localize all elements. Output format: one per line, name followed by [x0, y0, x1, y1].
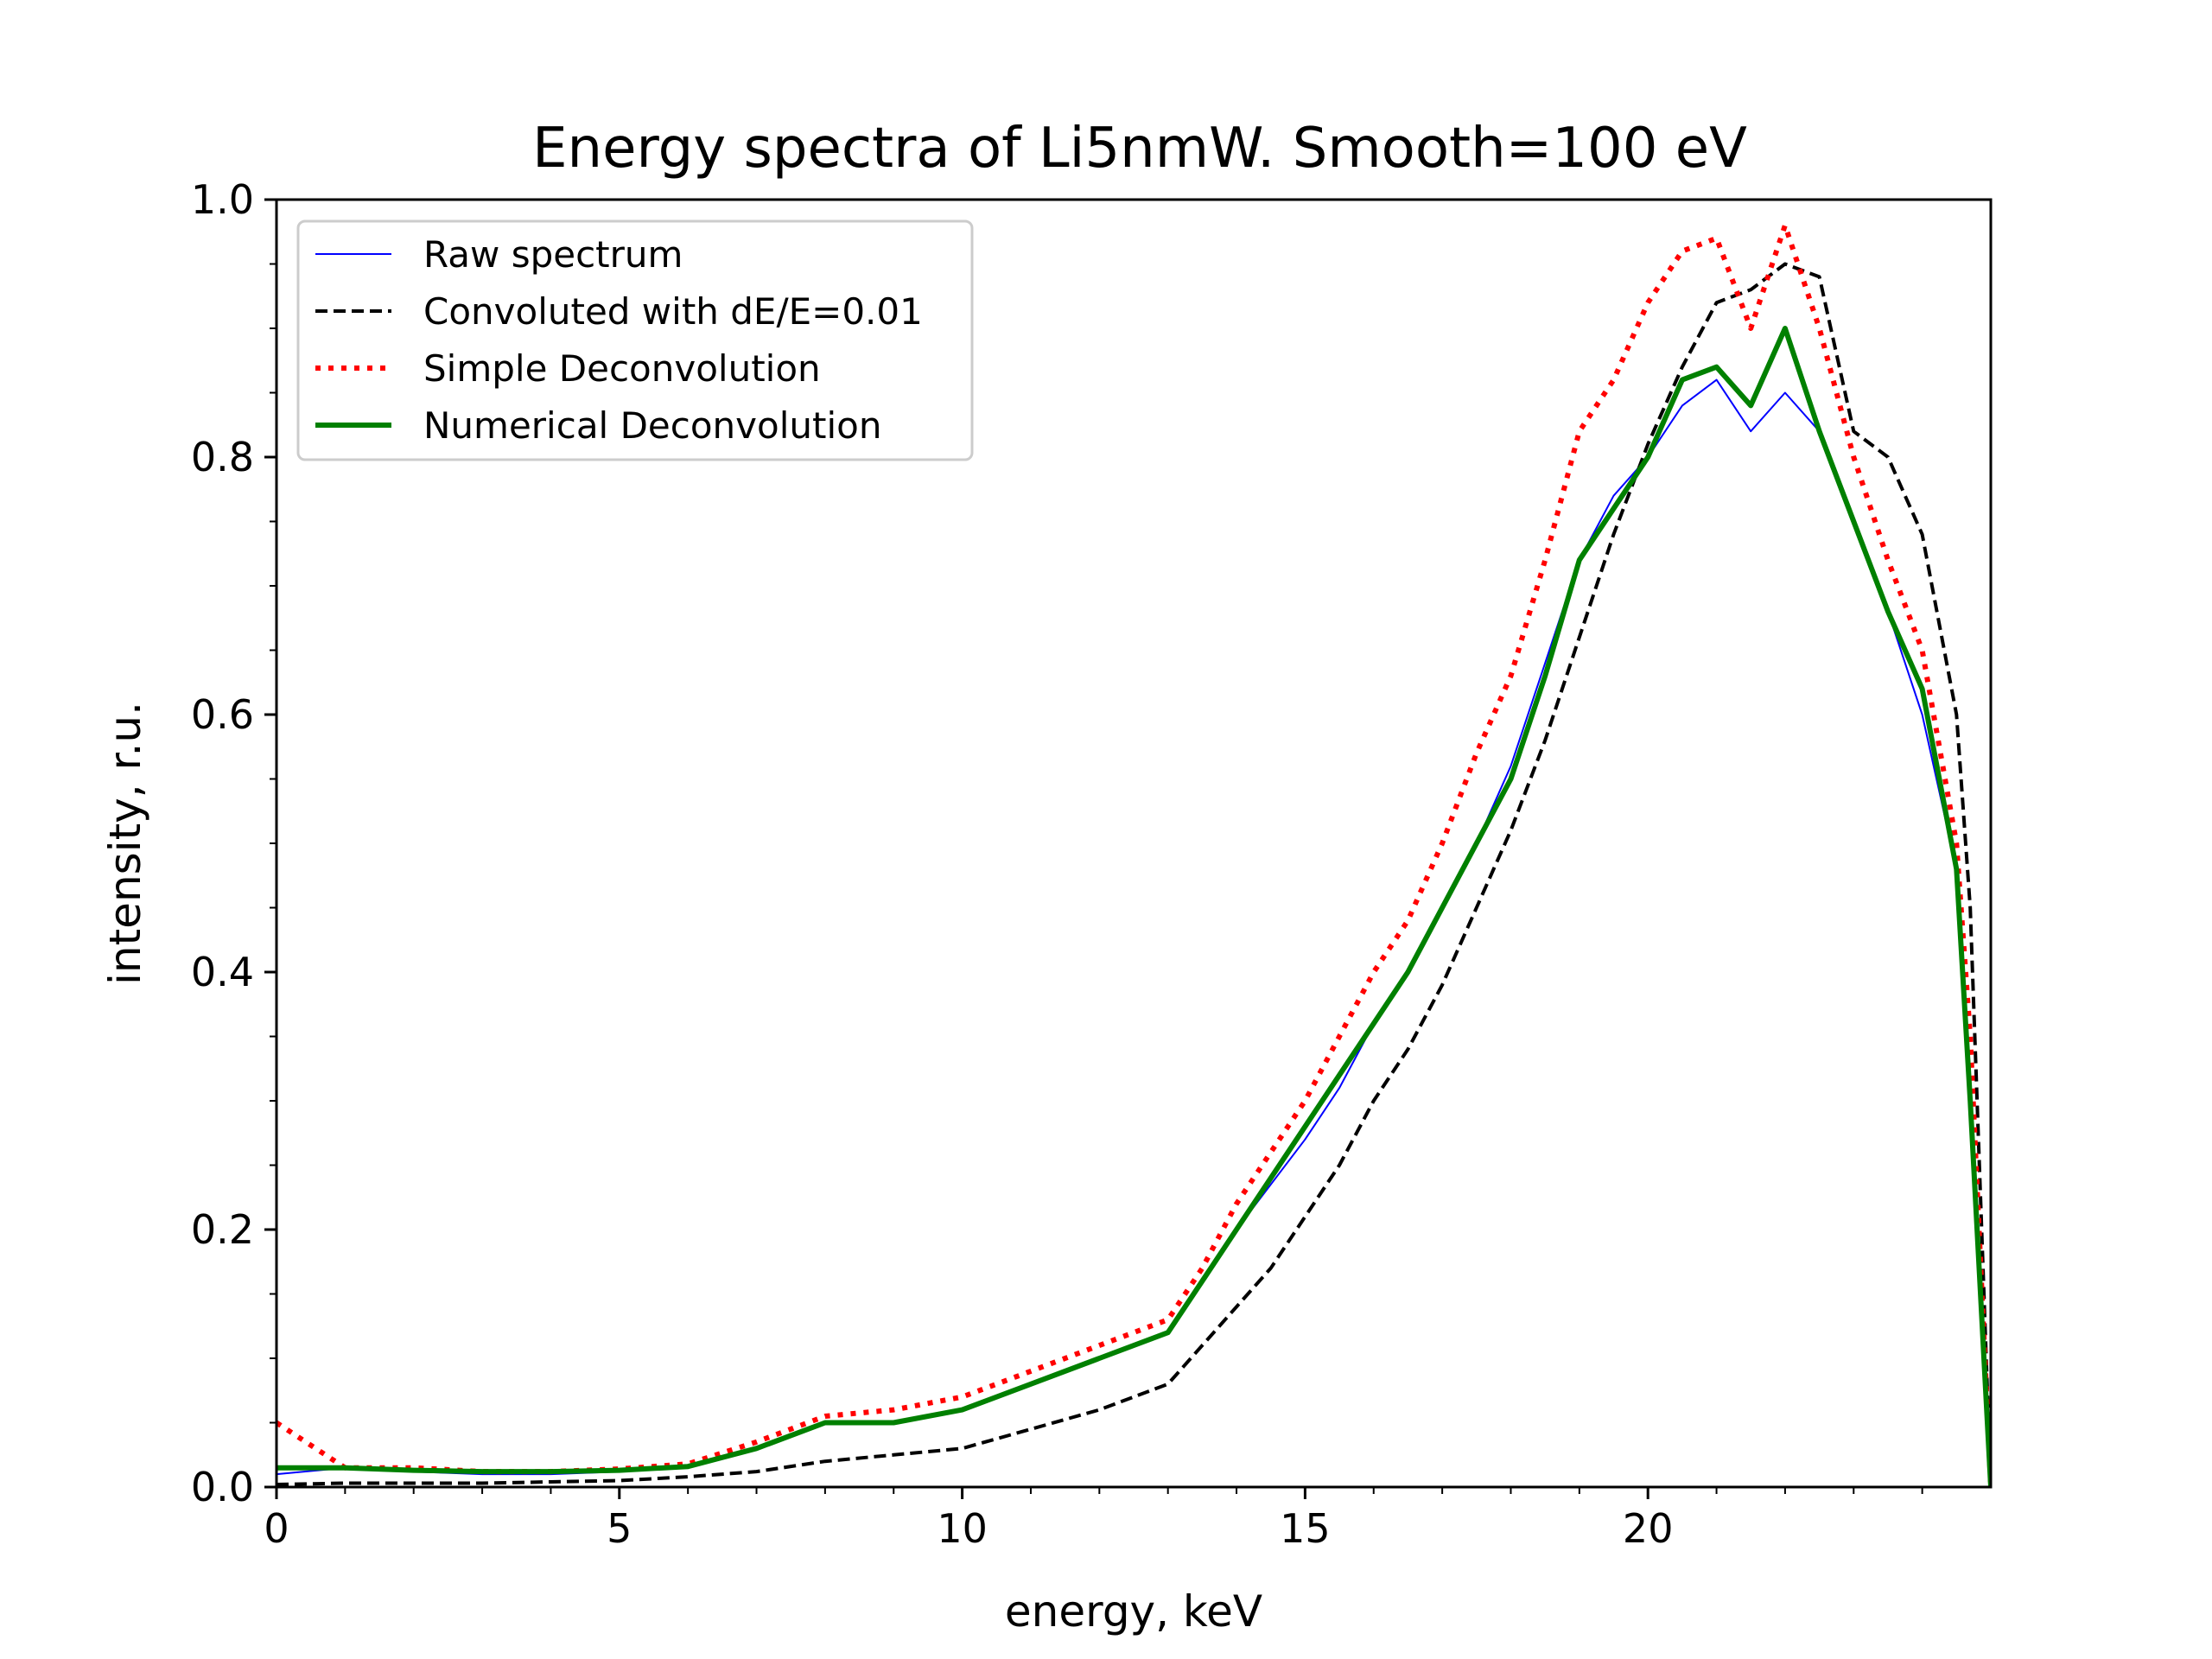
y-tick-label: 0.4 [191, 949, 254, 995]
y-tick-label: 1.0 [191, 176, 254, 223]
chart-title: Energy spectra of Li5nmW. Smooth=100 eV [532, 117, 1747, 181]
x-tick-label: 15 [1280, 1505, 1331, 1552]
legend-label: Numerical Deconvolution [423, 404, 881, 447]
legend-label: Raw spectrum [423, 233, 683, 276]
legend: Raw spectrum Convoluted with dE/E=0.01 Sim… [296, 219, 974, 461]
y-tick-label: 0.6 [191, 691, 254, 738]
series-line-2 [276, 222, 1991, 1487]
y-tick-label: 0.2 [191, 1206, 254, 1253]
y-axis: 0.0 0.2 0.4 0.6 0.8 1.0 [191, 176, 276, 1510]
legend-box [296, 219, 974, 461]
x-tick-label: 10 [937, 1505, 988, 1552]
x-tick-label: 0 [264, 1505, 289, 1552]
y-axis-label: intensity, r.u. [100, 702, 150, 985]
x-tick-label: 5 [607, 1505, 632, 1552]
legend-label: Convoluted with dE/E=0.01 [423, 290, 923, 333]
series-line-1 [276, 262, 1991, 1487]
x-axis-label: energy, keV [1005, 1586, 1262, 1637]
x-axis: 0 5 10 15 20 [264, 1487, 1923, 1552]
y-tick-label: 0.0 [191, 1464, 254, 1510]
legend-label: Simple Deconvolution [423, 347, 821, 390]
series-line-3 [276, 326, 1991, 1487]
x-tick-label: 20 [1623, 1505, 1674, 1552]
y-tick-label: 0.8 [191, 434, 254, 480]
